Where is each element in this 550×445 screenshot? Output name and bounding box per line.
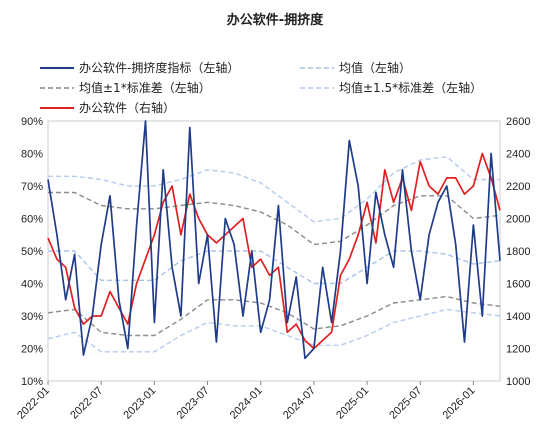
x-tick-label: 2023-07: [175, 385, 212, 422]
series-band15-lower-line: [47, 308, 501, 353]
legend-label-mean: 均值（左轴）: [339, 60, 411, 75]
y-left-tick-label: 30%: [21, 311, 43, 323]
chart-title: 办公软件-拥挤度: [227, 12, 324, 28]
legend-label-crowding: 办公软件-拥挤度指标（左轴）: [79, 60, 239, 75]
y-left-tick-label: 40%: [21, 279, 43, 291]
legend-label-band1: 均值±1*标准差（左轴）: [79, 80, 211, 95]
y-left-tick-label: 20%: [21, 344, 43, 356]
y-right-tick-label: 1200: [506, 344, 530, 356]
x-tick-label: 2022-01: [15, 385, 52, 422]
y-left-tick-label: 80%: [21, 149, 43, 161]
legend: 办公软件-拥挤度指标（左轴） 均值（左轴） 均值±1*标准差（左轴） 均值±1.…: [40, 60, 482, 115]
y-left-tick-label: 90%: [21, 116, 43, 128]
y-right-axis: 1000 1200 1400 1600 1800 2000 2200 2400 2600: [506, 116, 530, 388]
legend-label-price: 办公软件（右轴）: [79, 100, 175, 115]
series-price-line: [47, 152, 501, 350]
y-left-tick-label: 70%: [21, 181, 43, 193]
x-tick-label: 2024-01: [228, 385, 265, 422]
y-right-tick-label: 1400: [506, 311, 530, 323]
y-left-tick-label: 50%: [21, 246, 43, 258]
y-right-tick-label: 2000: [506, 214, 530, 226]
legend-label-band15: 均值±1.5*标准差（左轴）: [339, 80, 482, 95]
y-left-tick-label: 10%: [21, 376, 43, 388]
y-left-axis: 10% 20% 30% 40% 50% 60% 70% 80% 90%: [21, 116, 43, 388]
series-crowding-line: [47, 120, 501, 360]
x-axis: 2022-01 2022-07 2023-01 2023-07 2024-01 2024-…: [15, 381, 478, 422]
y-right-tick-label: 1800: [506, 246, 530, 258]
x-tick-label: 2025-07: [387, 385, 424, 422]
x-tick-label: 2025-01: [334, 385, 371, 422]
y-left-tick-label: 60%: [21, 214, 43, 226]
y-right-tick-label: 1600: [506, 279, 530, 291]
series-band1-lower-line: [47, 295, 501, 337]
series-layer: [47, 120, 501, 360]
y-right-tick-label: 1000: [506, 376, 530, 388]
x-tick-label: 2024-07: [281, 385, 318, 422]
y-right-tick-label: 2400: [506, 149, 530, 161]
x-tick-label: 2023-01: [121, 385, 158, 422]
x-tick-label: 2022-07: [68, 385, 105, 422]
y-right-tick-label: 2600: [506, 116, 530, 128]
series-band15-upper-line: [48, 156, 500, 223]
y-right-tick-label: 2200: [506, 181, 530, 193]
x-tick-label: 2026-01: [440, 385, 477, 422]
series-band1-upper-line: [48, 191, 501, 246]
